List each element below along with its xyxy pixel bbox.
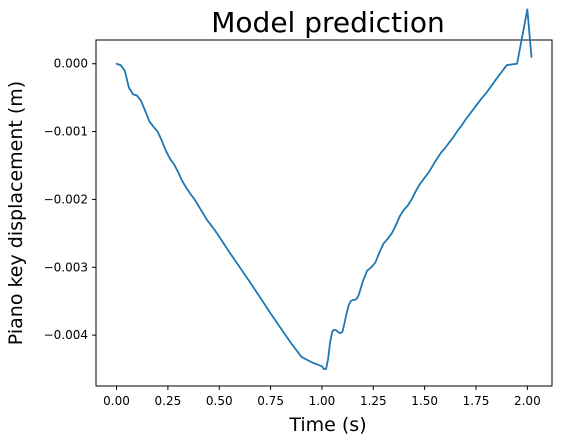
x-tick-label: 0.50 — [206, 394, 233, 408]
x-tick-label: 1.75 — [463, 394, 490, 408]
x-tick-label: 1.00 — [309, 394, 336, 408]
y-axis-ticks: 0.000 −0.001 −0.002 −0.003 −0.004 — [44, 57, 96, 342]
x-tick-label: 2.00 — [514, 394, 541, 408]
plot-area-frame — [95, 39, 553, 387]
x-tick-label: 0.25 — [155, 394, 182, 408]
x-axis-ticks: 0.00 0.25 0.50 0.75 1.00 1.25 1.50 1.75 2.00 — [103, 386, 541, 408]
y-tick-label: −0.001 — [44, 125, 88, 139]
y-axis-label: Piano key displacement (m) — [5, 81, 27, 345]
series-line — [115, 8, 533, 370]
x-tick-label: 0.00 — [103, 394, 130, 408]
x-tick-label: 1.50 — [411, 394, 438, 408]
x-tick-label: 0.75 — [257, 394, 284, 408]
y-tick-label: 0.000 — [54, 57, 88, 71]
x-axis-label: Time (s) — [288, 414, 366, 436]
y-tick-label: −0.002 — [44, 192, 88, 206]
chart-title: Model prediction — [211, 6, 444, 39]
y-tick-label: −0.003 — [44, 260, 88, 274]
y-tick-label: −0.004 — [44, 328, 88, 342]
x-tick-label: 1.25 — [360, 394, 387, 408]
